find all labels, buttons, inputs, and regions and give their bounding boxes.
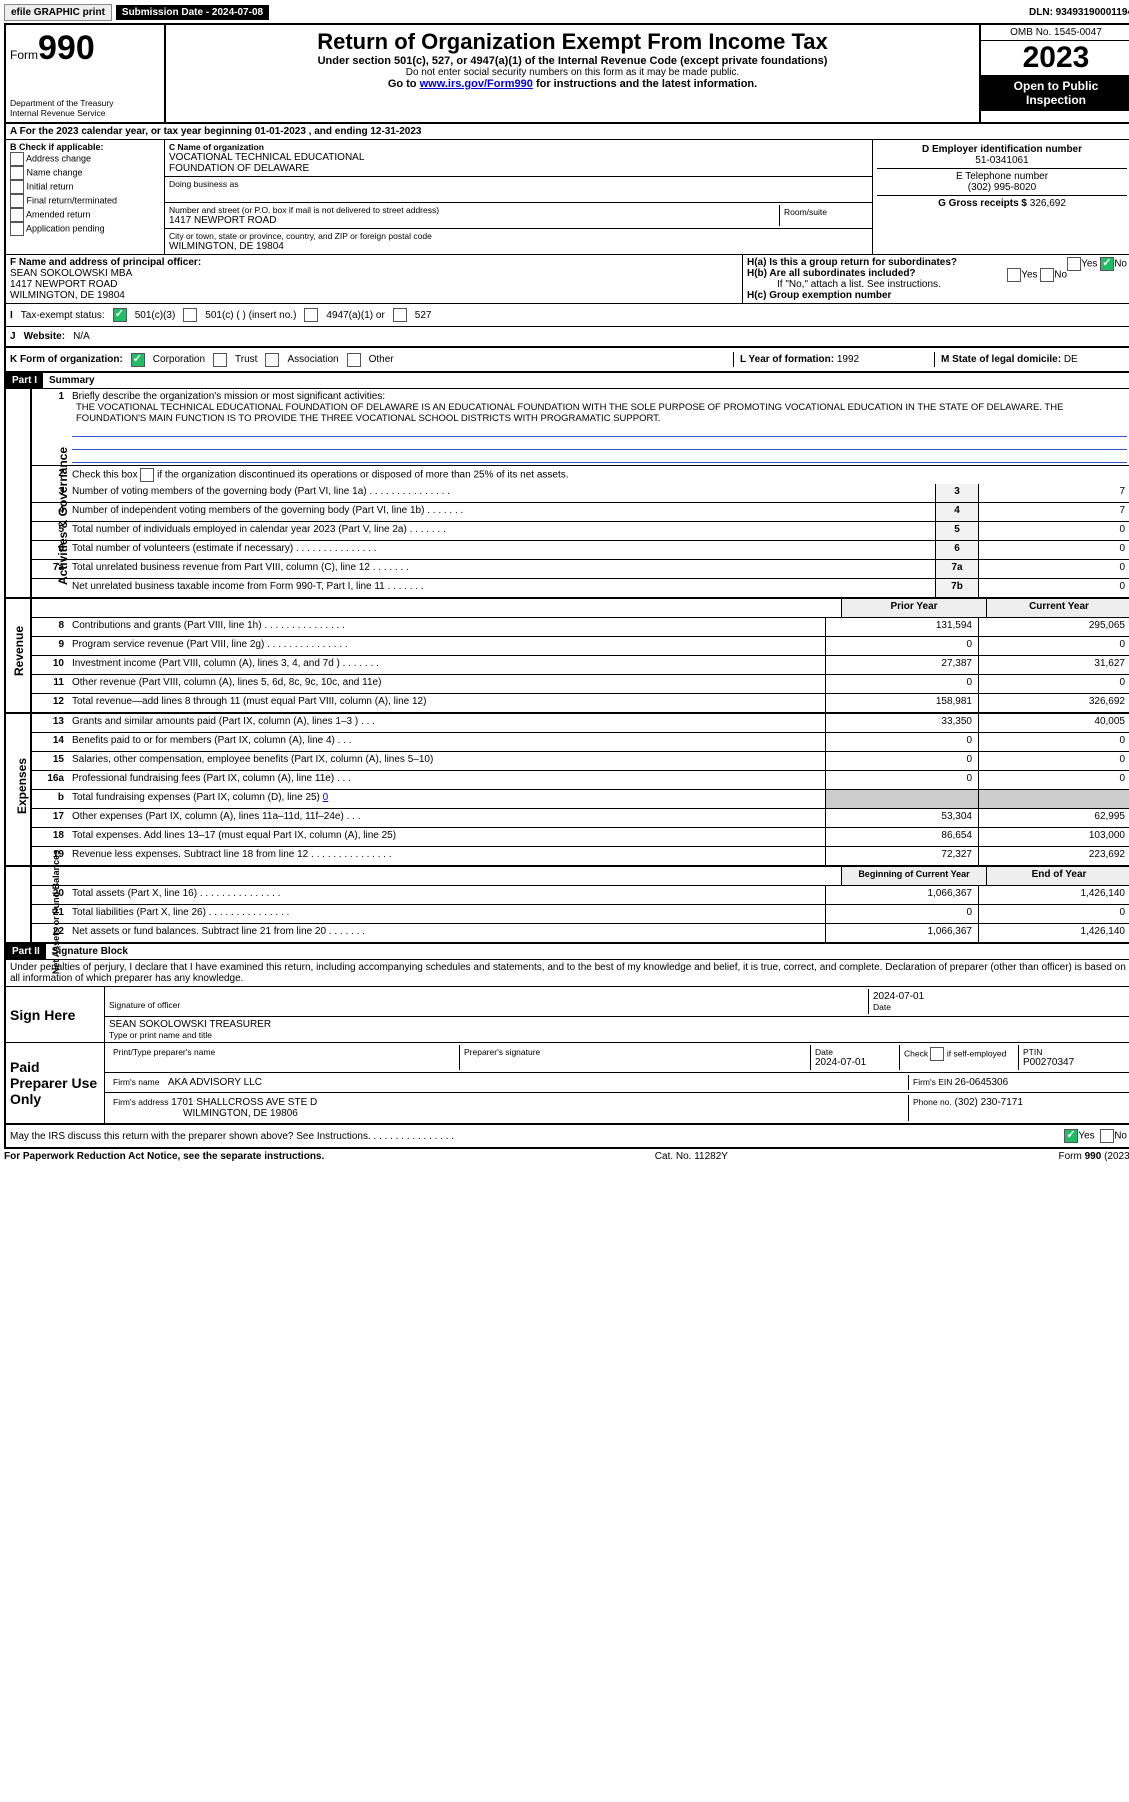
officer-name: SEAN SOKOLOWSKI MBA bbox=[10, 268, 738, 279]
mission-text: THE VOCATIONAL TECHNICAL EDUCATIONAL FOU… bbox=[72, 402, 1127, 424]
irs-link[interactable]: www.irs.gov/Form990 bbox=[420, 78, 533, 90]
part-ii-bar: Part II bbox=[6, 944, 46, 959]
submission-date: Submission Date - 2024-07-08 bbox=[116, 5, 269, 20]
chk-amended[interactable] bbox=[10, 208, 24, 222]
val-5: 0 bbox=[978, 522, 1129, 540]
city-state-zip: WILMINGTON, DE 19804 bbox=[169, 241, 868, 252]
chk-final-return[interactable] bbox=[10, 194, 24, 208]
val-3: 7 bbox=[978, 484, 1129, 502]
section-j: JWebsite: N/A bbox=[6, 327, 1129, 347]
section-c: C Name of organization VOCATIONAL TECHNI… bbox=[165, 140, 873, 254]
chk-self-employed[interactable] bbox=[930, 1047, 944, 1061]
form-990: Form990 Department of the Treasury Inter… bbox=[4, 23, 1129, 1149]
section-h: H(a) Is this a group return for subordin… bbox=[743, 255, 1129, 303]
val-6: 0 bbox=[978, 541, 1129, 559]
chk-501c3[interactable] bbox=[113, 308, 127, 322]
paid-preparer-label: Paid Preparer Use Only bbox=[6, 1043, 105, 1123]
chk-ha-no[interactable] bbox=[1100, 257, 1114, 271]
website: N/A bbox=[73, 331, 90, 342]
chk-discuss-yes[interactable] bbox=[1064, 1129, 1078, 1143]
line-a-tax-year: A For the 2023 calendar year, or tax yea… bbox=[6, 124, 1129, 140]
part-i-bar: Part I bbox=[6, 373, 43, 388]
gross-receipts: 326,692 bbox=[1030, 198, 1066, 209]
cat-no: Cat. No. 11282Y bbox=[655, 1151, 728, 1162]
dln: DLN: 93493190001194 bbox=[1029, 7, 1129, 18]
sidelabel-expenses: Expenses bbox=[15, 758, 29, 814]
hdr-prior-year: Prior Year bbox=[841, 599, 986, 617]
chk-501c[interactable] bbox=[183, 308, 197, 322]
chk-other[interactable] bbox=[347, 353, 361, 367]
chk-discuss-no[interactable] bbox=[1100, 1129, 1114, 1143]
section-k: K Form of organization: Corporation Trus… bbox=[10, 353, 725, 367]
officer-addr2: WILMINGTON, DE 19804 bbox=[10, 290, 738, 301]
officer-addr1: 1417 NEWPORT ROAD bbox=[10, 279, 738, 290]
chk-4947[interactable] bbox=[304, 308, 318, 322]
sidelabel-revenue: Revenue bbox=[12, 626, 26, 676]
val-7b: 0 bbox=[978, 579, 1129, 597]
firm-name: AKA ADVISORY LLC bbox=[168, 1077, 262, 1088]
subtitle-2: Do not enter social security numbers on … bbox=[170, 67, 975, 78]
section-l: L Year of formation: 1992 bbox=[733, 352, 926, 367]
form-ref: Form 990 (2023) bbox=[1059, 1151, 1129, 1162]
org-name-2: FOUNDATION OF DELAWARE bbox=[169, 163, 868, 174]
chk-address-change[interactable] bbox=[10, 152, 24, 166]
chk-corp[interactable] bbox=[131, 353, 145, 367]
firm-addr2: WILMINGTON, DE 19806 bbox=[113, 1108, 298, 1119]
chk-assoc[interactable] bbox=[265, 353, 279, 367]
ein: 51-0341061 bbox=[881, 155, 1123, 166]
chk-527[interactable] bbox=[393, 308, 407, 322]
chk-hb-yes[interactable] bbox=[1007, 268, 1021, 282]
discuss-question: May the IRS discuss this return with the… bbox=[10, 1131, 454, 1142]
street-address: 1417 NEWPORT ROAD bbox=[169, 215, 779, 226]
form-title: Return of Organization Exempt From Incom… bbox=[170, 29, 975, 55]
top-toolbar: efile GRAPHIC print Submission Date - 20… bbox=[4, 4, 1129, 21]
form-word: Form bbox=[10, 48, 38, 62]
hdr-current-year: Current Year bbox=[986, 599, 1129, 617]
form-number: 990 bbox=[38, 29, 95, 67]
val-7a: 0 bbox=[978, 560, 1129, 578]
chk-application-pending[interactable] bbox=[10, 222, 24, 236]
firm-ein: 26-0645306 bbox=[955, 1077, 1008, 1088]
hdr-eoy: End of Year bbox=[986, 867, 1129, 885]
org-name-1: VOCATIONAL TECHNICAL EDUCATIONAL bbox=[169, 152, 868, 163]
chk-hb-no[interactable] bbox=[1040, 268, 1054, 282]
section-i: ITax-exempt status: 501(c)(3) 501(c) ( )… bbox=[6, 304, 1129, 327]
chk-trust[interactable] bbox=[213, 353, 227, 367]
ptin: P00270347 bbox=[1023, 1057, 1123, 1068]
sidelabel-net-assets: Net Assets or Fund Balances bbox=[51, 850, 61, 974]
efile-print-button[interactable]: efile GRAPHIC print bbox=[4, 4, 112, 21]
sig-date-2: 2024-07-01 bbox=[815, 1057, 895, 1068]
section-f: F Name and address of principal officer:… bbox=[6, 255, 743, 303]
sign-here-label: Sign Here bbox=[6, 987, 105, 1042]
open-to-public: Open to Public Inspection bbox=[981, 75, 1129, 111]
fundraising-link[interactable]: 0 bbox=[323, 792, 329, 803]
part-i-title: Summary bbox=[43, 373, 101, 388]
perjury-statement: Under penalties of perjury, I declare th… bbox=[6, 960, 1129, 986]
section-m: M State of legal domicile: DE bbox=[934, 352, 1127, 367]
dept-treasury: Department of the Treasury bbox=[10, 98, 160, 108]
tax-year: 2023 bbox=[981, 41, 1129, 75]
firm-addr1: 1701 SHALLCROSS AVE STE D bbox=[171, 1097, 317, 1108]
officer-sig-name: SEAN SOKOLOWSKI TREASURER bbox=[109, 1019, 1127, 1030]
pra-notice: For Paperwork Reduction Act Notice, see … bbox=[4, 1151, 324, 1162]
hdr-boy: Beginning of Current Year bbox=[841, 867, 986, 885]
subtitle-3: Go to www.irs.gov/Form990 for instructio… bbox=[170, 78, 975, 90]
section-b: B Check if applicable: Address change Na… bbox=[6, 140, 165, 254]
firm-phone: (302) 230-7171 bbox=[955, 1097, 1023, 1108]
telephone: (302) 995-8020 bbox=[881, 182, 1123, 193]
val-4: 7 bbox=[978, 503, 1129, 521]
chk-ha-yes[interactable] bbox=[1067, 257, 1081, 271]
sidelabel-governance: Activities & Governance bbox=[56, 447, 70, 585]
omb-number: OMB No. 1545-0047 bbox=[981, 25, 1129, 41]
chk-name-change[interactable] bbox=[10, 166, 24, 180]
section-d-e-g: D Employer identification number 51-0341… bbox=[873, 140, 1129, 254]
chk-discontinued[interactable] bbox=[140, 468, 154, 482]
sig-date-1: 2024-07-01 bbox=[873, 991, 1123, 1002]
chk-initial-return[interactable] bbox=[10, 180, 24, 194]
subtitle-1: Under section 501(c), 527, or 4947(a)(1)… bbox=[170, 55, 975, 67]
irs-label: Internal Revenue Service bbox=[10, 108, 160, 118]
